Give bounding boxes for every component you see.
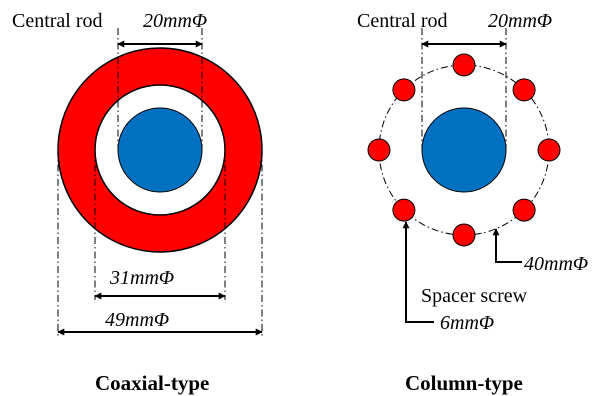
coaxial-outer-dimension: 49mmΦ bbox=[105, 309, 169, 331]
column-figure: Central rod 20mmΦ 40mmΦ Spacer screw 6mm… bbox=[357, 10, 588, 395]
column-spacer-label: Spacer screw bbox=[421, 285, 528, 307]
column-central-rod bbox=[421, 107, 507, 193]
spacer-screw bbox=[452, 53, 476, 77]
spacer-screw bbox=[392, 78, 416, 102]
column-circle-leader bbox=[492, 228, 522, 263]
spacer-screw bbox=[512, 78, 536, 102]
column-spacer-screws bbox=[367, 53, 561, 247]
spacer-screw bbox=[392, 198, 416, 222]
column-caption: Column-type bbox=[405, 371, 523, 395]
coaxial-caption: Coaxial-type bbox=[95, 371, 209, 395]
column-rod-dimension: 20mmΦ bbox=[488, 10, 552, 32]
spacer-screw bbox=[452, 223, 476, 247]
coaxial-rod-label: Central rod bbox=[12, 10, 103, 32]
coaxial-rod-dimension: 20mmΦ bbox=[143, 10, 207, 32]
column-spacer-dimension: 6mmΦ bbox=[440, 312, 494, 334]
spacer-screw bbox=[537, 138, 561, 162]
column-spacer-leader bbox=[402, 221, 434, 323]
coaxial-central-rod bbox=[117, 107, 203, 193]
coaxial-inner-dimension: 31mmΦ bbox=[109, 267, 174, 289]
column-circle-dimension: 40mmΦ bbox=[524, 253, 588, 275]
column-rod-label: Central rod bbox=[357, 10, 448, 32]
spacer-screw bbox=[512, 198, 536, 222]
spacer-screw bbox=[367, 138, 391, 162]
coaxial-figure: Central rod 20mmΦ 31mmΦ 49mmΦ Coaxial-ty… bbox=[12, 10, 263, 395]
